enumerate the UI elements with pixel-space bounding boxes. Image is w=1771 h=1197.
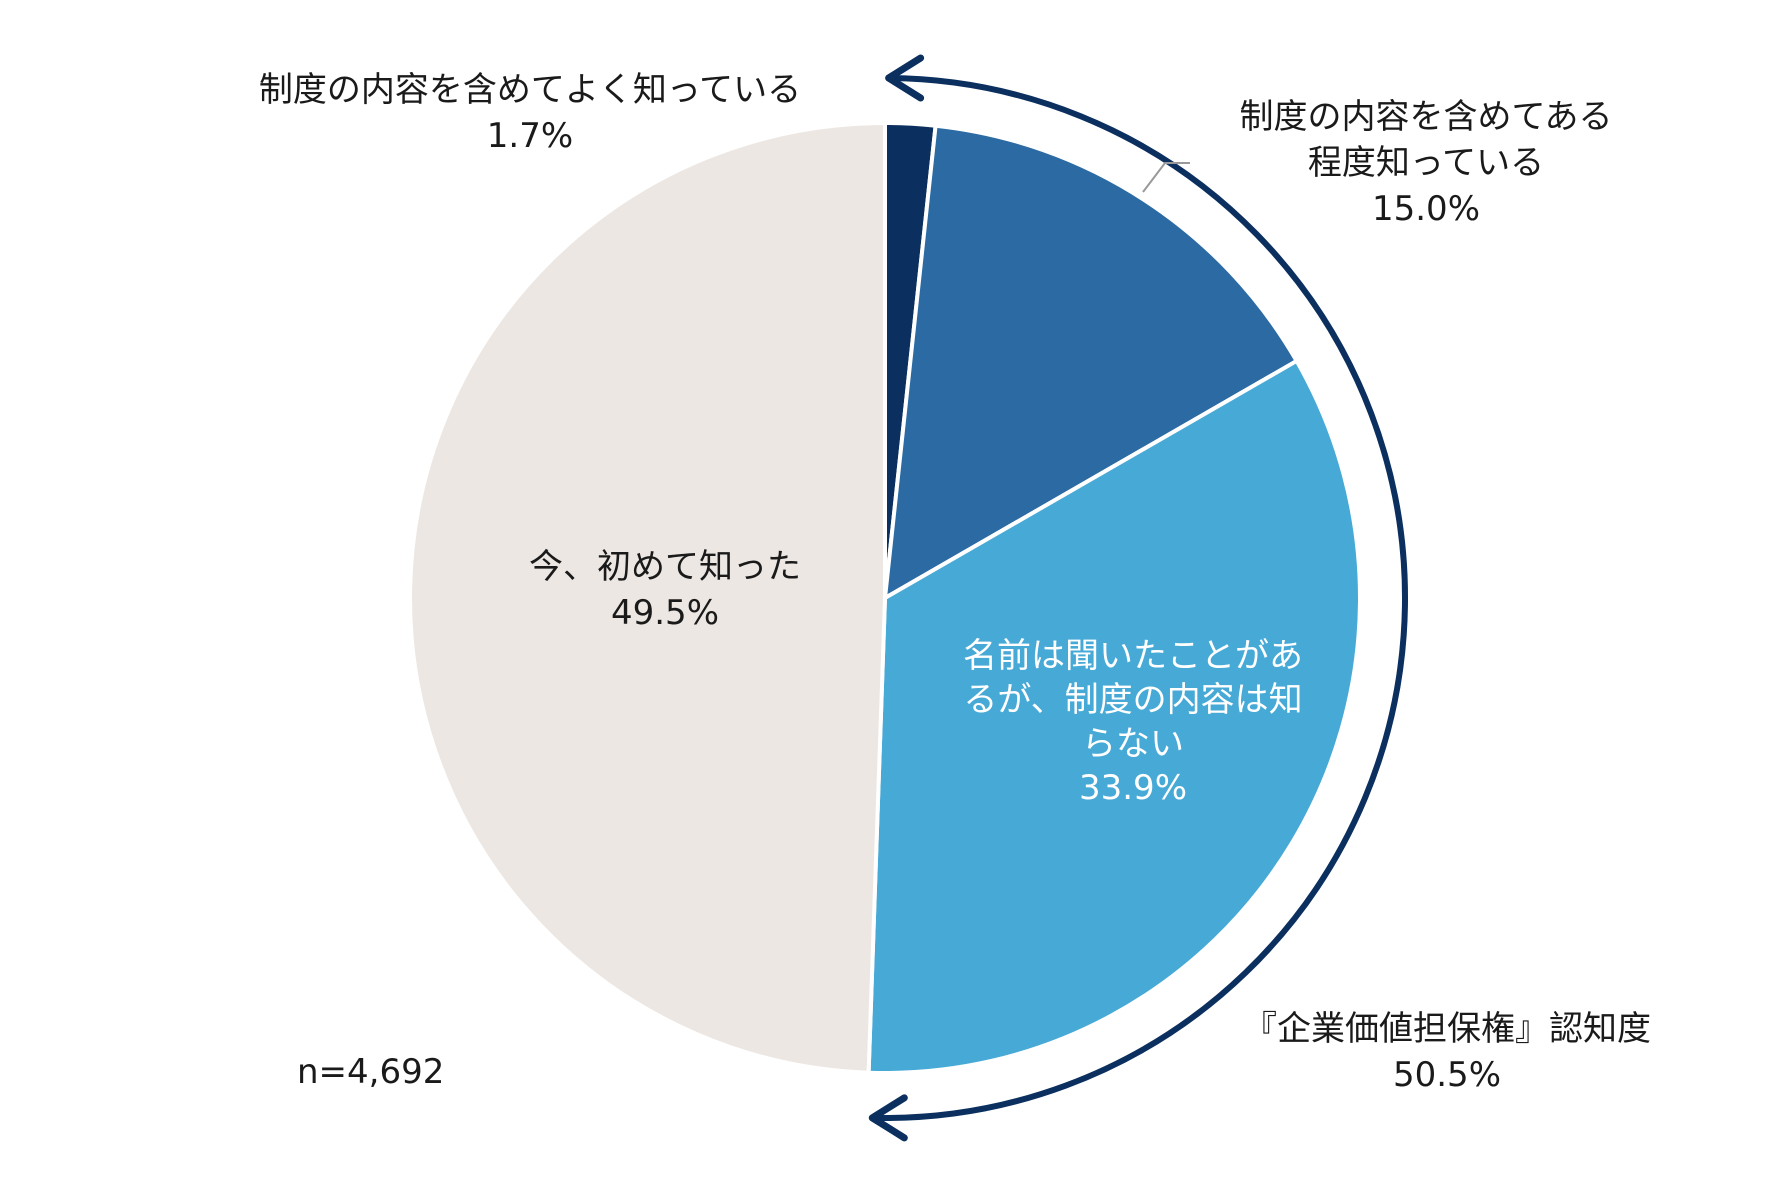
- slice-name-line-1: 制度の内容を含めてよく知っている: [259, 70, 801, 110]
- pie-slice-2: [882, 123, 1300, 602]
- slice-label-1: 制度の内容を含めてよく知っている 1.7%: [259, 70, 801, 156]
- slice-label-4: 今、初めて知った 49.5%: [529, 547, 801, 633]
- slice-name-line-2: 制度の内容を含めてある: [1240, 97, 1613, 137]
- slice-label-2: 制度の内容を含めてある程度知っている 15.0%: [1240, 97, 1613, 229]
- slice-value-label-4: 49.5%: [611, 593, 719, 633]
- awareness-bracket: [868, 54, 1409, 1142]
- pie-labels: 制度の内容を含めてよく知っている 1.7% 制度の内容を含めてある程度知っている 15…: [259, 70, 1651, 1095]
- slice-name-line-3: らない: [1082, 724, 1184, 764]
- slice-name-line-3: 名前は聞いたことがあ: [963, 636, 1303, 676]
- bracket-label-value: 50.5%: [1393, 1055, 1501, 1095]
- pie-slice-4: [407, 120, 887, 1075]
- sample-size-label: n=4,692: [297, 1052, 444, 1092]
- bracket-arc: [872, 75, 1409, 1121]
- slice-value-label-1: 1.7%: [487, 116, 573, 156]
- slice-name-line-3: るが、制度の内容は知: [963, 680, 1302, 720]
- pie-slices: [407, 120, 1362, 1076]
- slice-value-label-2: 15.0%: [1372, 189, 1480, 229]
- bracket-arrow-top-icon: [885, 54, 925, 102]
- bracket-arrow-bottom-icon: [868, 1094, 908, 1142]
- slice-name-line-2: 程度知っている: [1308, 143, 1544, 183]
- pie-slice-3: [866, 358, 1362, 1076]
- leader-line-slice-2: [1142, 162, 1190, 193]
- slice-value-label-3: 33.9%: [1079, 768, 1187, 808]
- slice-label-3: 名前は聞いたことがあるが、制度の内容は知らない 33.9%: [963, 636, 1303, 808]
- slice-name-line-4: 今、初めて知った: [529, 547, 801, 587]
- bracket-label: 『企業価値担保権』認知度 50.5%: [1243, 1009, 1651, 1095]
- bracket-label-name: 『企業価値担保権』認知度: [1243, 1009, 1651, 1049]
